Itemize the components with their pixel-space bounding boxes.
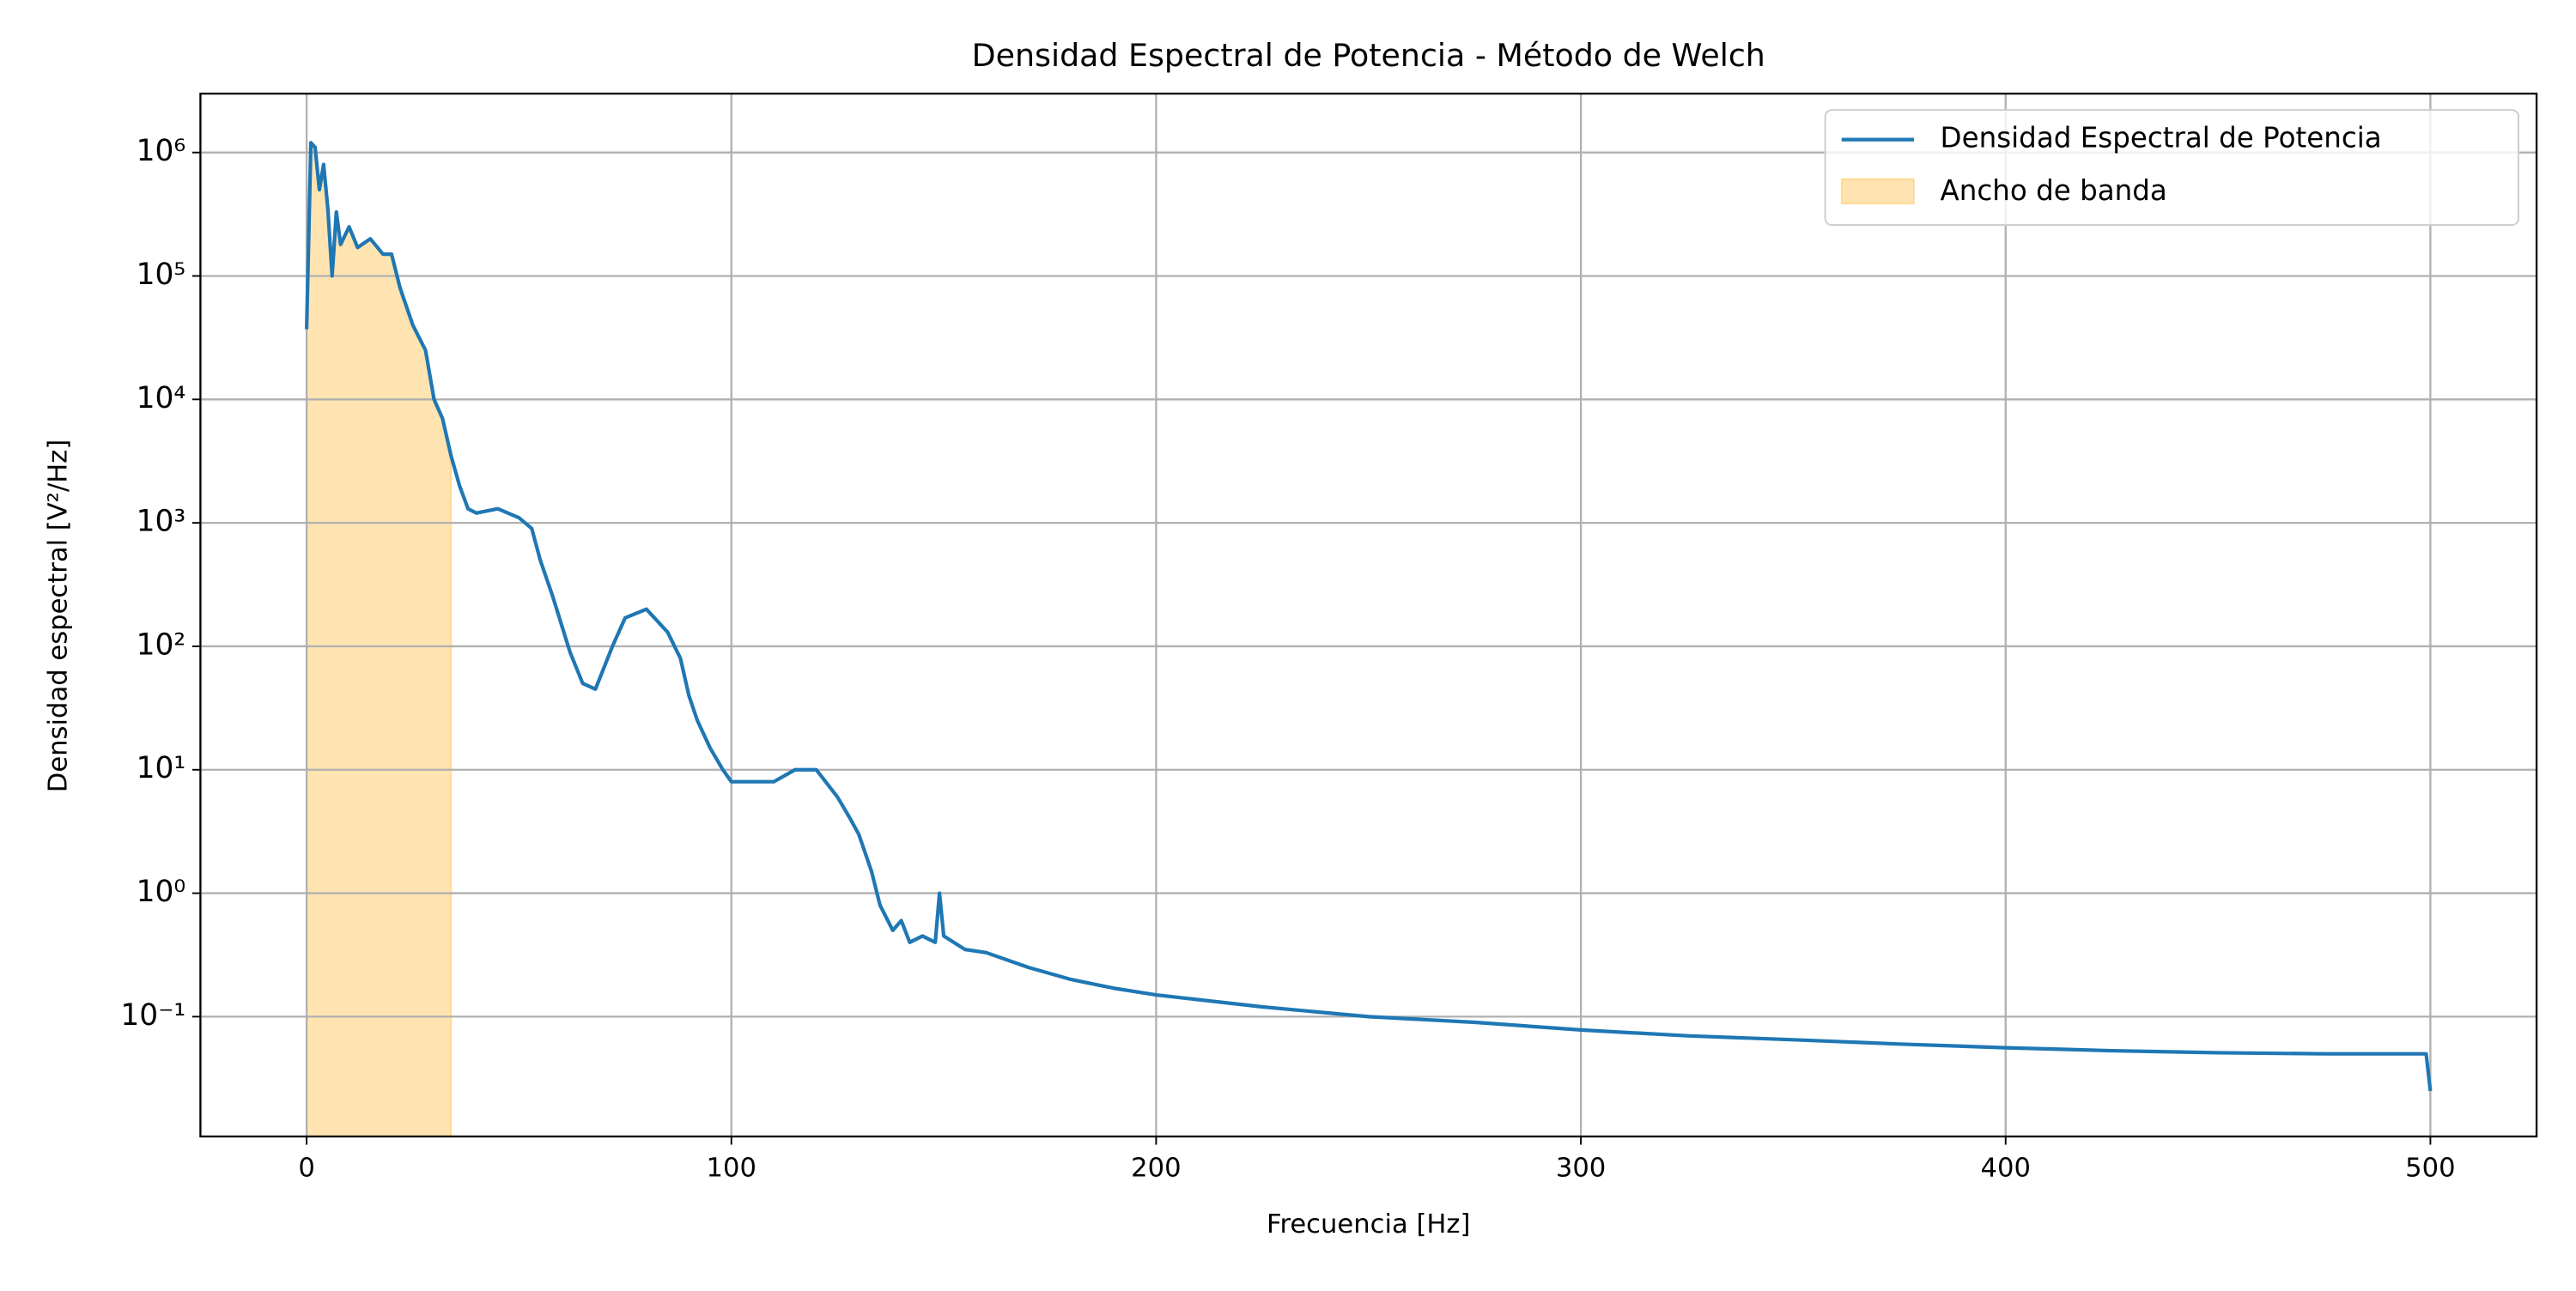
plot-frame — [199, 92, 2538, 1138]
legend-box — [1824, 109, 2519, 227]
chart-title: Densidad Espectral de Potencia - Método … — [972, 37, 1765, 74]
y-tick-label: 10⁻¹ — [120, 998, 185, 1033]
legend-fill-swatch — [1840, 178, 1915, 205]
legend-label: Densidad Espectral de Potencia — [1941, 122, 2382, 155]
x-tick-label: 100 — [707, 1154, 756, 1184]
psd-line — [304, 141, 2433, 1092]
legend-label: Ancho de banda — [1941, 174, 2167, 207]
legend: Densidad Espectral de Potencia Ancho de b… — [1824, 109, 2519, 227]
bandwidth-area — [306, 140, 453, 1137]
y-tick-label: 10² — [137, 627, 186, 662]
y-tick-label: 10⁶ — [137, 134, 186, 168]
x-tick-label: 400 — [1981, 1154, 2031, 1184]
x-tick-label: 0 — [298, 1154, 314, 1184]
y-tick-label: 10⁵ — [137, 258, 186, 292]
y-tick-label: 10⁰ — [137, 875, 186, 909]
y-tick-label: 10³ — [137, 505, 186, 539]
x-tick-label: 300 — [1556, 1154, 1606, 1184]
y-tick-label: 10⁴ — [137, 381, 186, 415]
y-axis-label: Densidad espectral [V²/Hz] — [43, 439, 73, 793]
x-tick-label: 200 — [1131, 1154, 1181, 1184]
x-tick-label: 500 — [2405, 1154, 2455, 1184]
y-tick-label: 10¹ — [137, 751, 186, 785]
x-axis-label: Frecuencia [Hz] — [1267, 1209, 1470, 1239]
